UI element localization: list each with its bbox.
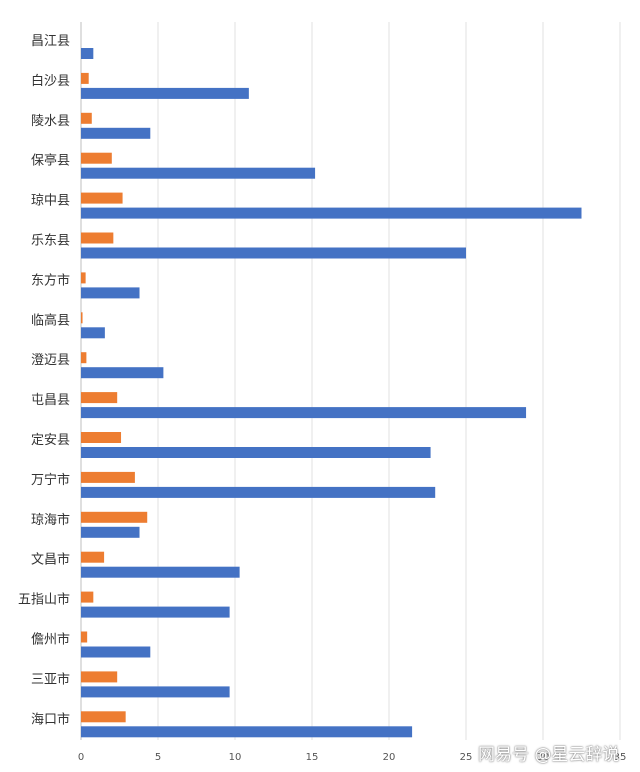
bar-orange (81, 192, 123, 204)
bar-orange (81, 711, 126, 723)
bar-orange (81, 551, 105, 563)
category-label: 乐东县 (31, 234, 70, 249)
bar-blue (81, 566, 240, 578)
bar-blue (81, 726, 413, 738)
bar-blue (81, 367, 164, 379)
bar-orange (81, 112, 92, 124)
bar-orange (81, 312, 83, 324)
category-label: 文昌市 (31, 552, 70, 568)
x-tick-label: 25 (460, 752, 473, 763)
category-label: 五指山市 (18, 592, 70, 608)
bar-orange (81, 272, 86, 284)
x-tick-label: 35 (614, 752, 627, 763)
bar-blue (81, 48, 94, 59)
category-label: 三亚市 (31, 671, 70, 687)
category-label: 定安县 (31, 433, 70, 448)
category-label: 白沙县 (31, 73, 70, 89)
category-label: 儋州市 (31, 632, 70, 648)
category-label: 屯昌县 (31, 393, 70, 408)
x-tick-label: 10 (229, 752, 242, 763)
bar-blue (81, 646, 151, 658)
bar-blue (81, 407, 527, 419)
bar-blue (81, 167, 316, 179)
bar-blue (81, 606, 230, 618)
x-tick-label: 30 (537, 752, 550, 763)
category-label: 东方市 (31, 272, 70, 288)
bar-orange (81, 432, 122, 443)
category-label: 万宁市 (31, 472, 70, 488)
bar-blue (81, 207, 582, 219)
bar-blue (81, 287, 140, 299)
category-label: 海口市 (31, 711, 70, 727)
bar-blue (81, 686, 230, 698)
category-label: 琼中县 (31, 194, 70, 209)
x-tick-label: 0 (78, 752, 84, 763)
bar-blue (81, 87, 249, 99)
bar-blue (81, 127, 151, 139)
bar-orange (81, 511, 148, 523)
bar-orange (81, 352, 87, 364)
bar-blue (81, 447, 431, 458)
bar-orange (81, 671, 118, 683)
category-label: 琼海市 (31, 512, 70, 528)
bar-blue (81, 327, 105, 339)
bar-orange (81, 232, 114, 244)
bar-blue (81, 526, 140, 538)
x-tick-label: 20 (383, 752, 396, 763)
category-label: 昌江县 (31, 34, 70, 49)
bar-orange (81, 152, 112, 164)
bar-orange (81, 471, 135, 483)
x-tick-label: 15 (306, 752, 319, 763)
bar-orange (81, 392, 118, 404)
category-label: 陵水县 (31, 114, 70, 129)
watermark: 网易号 @星云辞说 (478, 745, 620, 765)
bar-blue (81, 486, 436, 498)
category-label: 保亭县 (31, 153, 70, 169)
category-label: 澄迈县 (31, 353, 70, 368)
category-label: 临高县 (31, 312, 70, 328)
bar-orange (81, 591, 94, 603)
bar-orange (81, 631, 88, 643)
bar-blue (81, 247, 466, 259)
x-tick-label: 5 (155, 752, 161, 763)
bar-orange (81, 72, 89, 84)
